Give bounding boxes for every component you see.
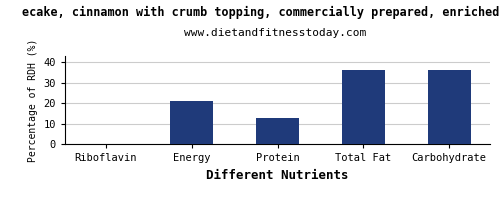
Bar xyxy=(342,70,385,144)
Y-axis label: Percentage of RDH (%): Percentage of RDH (%) xyxy=(28,38,38,162)
Text: www.dietandfitnesstoday.com: www.dietandfitnesstoday.com xyxy=(184,28,366,38)
X-axis label: Different Nutrients: Different Nutrients xyxy=(206,169,349,182)
Bar xyxy=(170,101,213,144)
Bar xyxy=(256,118,299,144)
Text: ecake, cinnamon with crumb topping, commercially prepared, enriched per: ecake, cinnamon with crumb topping, comm… xyxy=(22,6,500,19)
Bar xyxy=(428,70,470,144)
